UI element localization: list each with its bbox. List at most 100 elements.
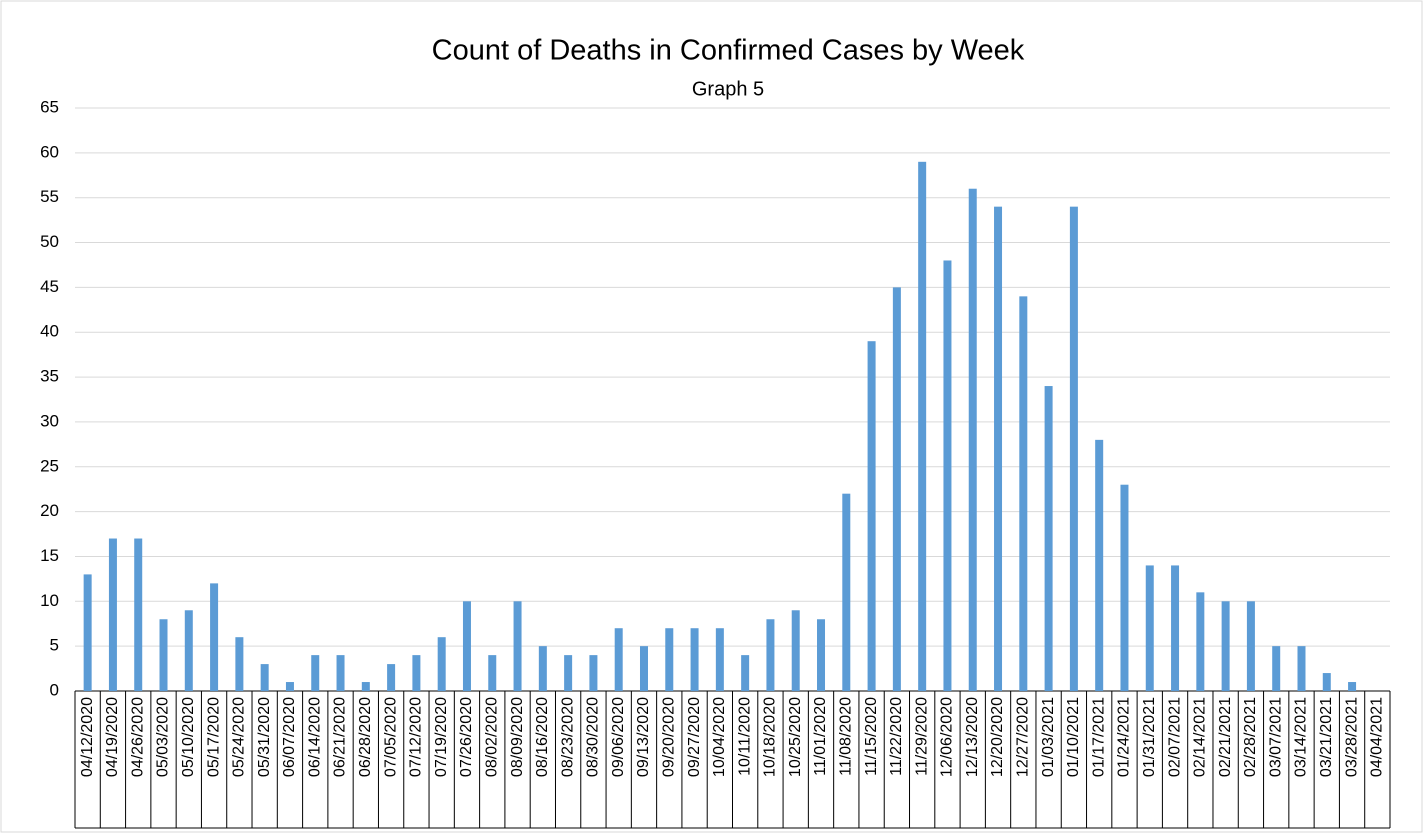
x-tick-label: 05/24/2020 [231,697,248,777]
x-tick-label: 05/31/2020 [256,697,273,777]
x-tick-label: 08/30/2020 [585,697,602,777]
bar [513,601,522,691]
bar [387,664,396,691]
bar [260,664,269,691]
x-tick-label: 10/04/2020 [711,697,728,777]
x-tick-label: 06/07/2020 [281,697,298,777]
x-tick-label: 01/17/2021 [1090,697,1107,777]
x-tick-label: 01/24/2021 [1116,697,1133,777]
bar [1196,592,1205,691]
bar [285,682,294,691]
bar [488,655,497,691]
y-tick-label: 60 [40,142,59,161]
y-tick-label: 45 [40,277,59,296]
bar [564,655,573,691]
x-tick-label: 01/10/2021 [1065,697,1082,777]
chart-title: Count of Deaths in Confirmed Cases by We… [432,35,1025,67]
x-tick-label: 09/27/2020 [686,697,703,777]
x-tick-label: 02/21/2021 [1217,697,1234,777]
bar [361,682,370,691]
bar [1348,682,1357,691]
bar [437,637,446,691]
x-tick-label: 07/19/2020 [433,697,450,777]
x-tick-label: 11/22/2020 [888,697,905,776]
bar [665,628,674,691]
bar [614,628,623,691]
bar [134,538,143,691]
x-tick-label: 06/28/2020 [357,697,374,777]
bar [918,161,927,692]
x-tick-label: 02/07/2021 [1166,697,1183,777]
x-tick-label: 06/14/2020 [306,697,323,777]
x-tick-label: 12/27/2020 [1015,697,1032,777]
bar [1322,673,1331,691]
chart-subtitle: Graph 5 [692,78,764,100]
x-tick-label: 11/15/2020 [863,697,880,776]
x-tick-label: 08/23/2020 [559,697,576,777]
x-tick-label: 03/21/2021 [1318,697,1335,777]
bar [1246,601,1255,691]
bar [1120,484,1129,691]
x-tick-label: 07/26/2020 [458,697,475,777]
bar [791,610,800,691]
x-tick-label: 06/21/2020 [332,697,349,777]
x-tick-label: 04/04/2021 [1369,697,1386,777]
y-tick-label: 0 [50,680,59,699]
bar [1297,646,1306,691]
bar [336,655,345,691]
bar [943,260,952,691]
x-tick-label: 05/10/2020 [180,697,197,777]
x-tick-label: 01/03/2021 [1040,697,1057,777]
bar [1019,296,1028,691]
x-tick-label: 03/28/2021 [1343,697,1360,777]
x-tick-label: 12/06/2020 [939,697,956,777]
x-tick-label: 03/14/2021 [1293,697,1310,777]
bar [311,655,320,691]
x-tick-label: 11/29/2020 [913,697,930,776]
x-tick-label: 11/01/2020 [812,697,829,776]
bar [159,619,168,691]
x-tick-label: 11/08/2020 [838,697,855,776]
bar [867,341,876,691]
x-tick-label: 01/31/2021 [1141,697,1158,777]
bar [994,206,1003,691]
x-tick-label: 12/13/2020 [964,697,981,777]
x-tick-label: 08/16/2020 [534,697,551,777]
x-tick-label: 08/09/2020 [509,697,526,777]
x-tick-label: 07/12/2020 [408,697,425,777]
x-tick-label: 03/07/2021 [1267,697,1284,777]
bar [210,583,219,691]
bar [1069,206,1078,691]
x-tick-label: 04/26/2020 [129,697,146,777]
bar [83,574,92,691]
x-tick-label: 05/03/2020 [155,697,172,777]
bar [108,538,117,691]
bar [842,493,851,691]
bar [538,646,547,691]
bar [1044,386,1053,691]
x-tick-label: 02/14/2021 [1192,697,1209,777]
x-tick-label: 09/13/2020 [635,697,652,777]
y-tick-label: 35 [40,367,59,386]
x-tick-label: 10/18/2020 [762,697,779,777]
x-tick-label: 05/17/2020 [205,697,222,777]
bar [690,628,699,691]
x-tick-label: 12/20/2020 [989,697,1006,777]
bar [184,610,193,691]
x-tick-label: 04/19/2020 [104,697,121,777]
y-tick-label: 30 [40,411,59,430]
x-tick-label: 10/11/2020 [736,697,753,776]
y-tick-label: 25 [40,456,59,475]
y-tick-label: 15 [40,546,59,565]
y-tick-label: 10 [40,591,59,610]
x-tick-label: 07/05/2020 [382,697,399,777]
y-tick-label: 65 [40,97,59,116]
x-tick-label: 09/20/2020 [660,697,677,777]
x-tick-label: 02/28/2021 [1242,697,1259,777]
bar [1095,439,1104,691]
bar [412,655,421,691]
bar [892,287,901,691]
x-tick-label: 08/02/2020 [483,697,500,777]
bar [1272,646,1281,691]
